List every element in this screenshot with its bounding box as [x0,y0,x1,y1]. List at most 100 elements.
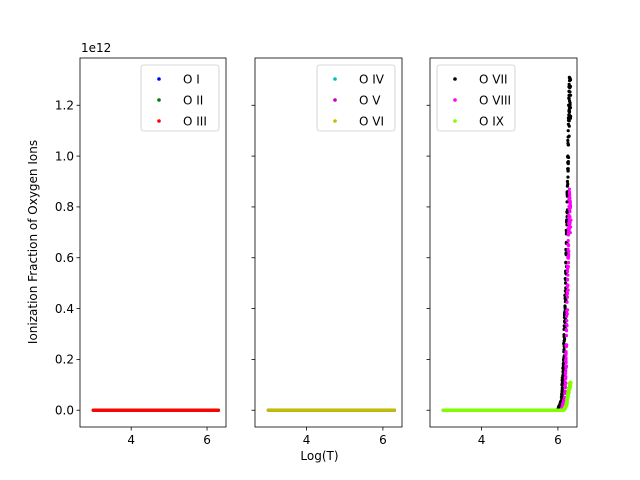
data-point [564,260,568,264]
data-point [568,84,573,89]
data-point [561,361,566,366]
axes-frame [79,57,227,428]
data-point [567,110,572,114]
data-point [564,253,568,257]
data-point [567,134,571,138]
legend-box [316,64,396,132]
data-point [566,167,570,171]
x-axis-label: Log(T) [300,449,338,463]
x-tick-label: 6 [379,433,387,447]
data-point [567,96,571,100]
data-point [566,238,570,243]
data-point [562,333,566,337]
x-tick-label: 6 [554,433,562,447]
data-point [392,408,396,412]
legend-label: O IX [479,115,504,129]
data-point [565,309,569,313]
data-point [568,380,573,384]
data-point [568,93,573,97]
data-point [563,389,567,393]
data-point [563,306,567,310]
data-point [568,78,573,82]
data-point [568,202,572,206]
legend-marker [333,119,337,123]
series-3-2 [441,187,573,412]
series-3-3 [441,380,573,412]
legend-marker [453,119,457,123]
data-point [568,205,573,209]
data-point [568,106,573,110]
data-point [562,348,566,352]
data-point [568,209,572,214]
data-point [567,187,571,191]
data-point [568,196,572,200]
data-point [569,225,573,229]
y-tick-label: 0.4 [55,302,74,316]
data-point [565,200,569,204]
y-tick-label: 0.0 [55,404,74,418]
legend-3: O VII O VIII O IX [436,64,516,132]
subplot-1: 4 6 0.0 0.2 0.4 0.6 0.8 1.0 1.2 O I O II O III [55,57,227,447]
data-point [568,231,572,235]
data-point [565,318,569,323]
data-point [565,184,570,188]
data-point [563,386,567,390]
legend-1: O I O II O III [140,64,220,132]
data-point [568,222,572,226]
y-offset-label: 1e12 [81,41,111,55]
legend-marker [157,77,161,81]
series-2-3 [266,408,396,412]
data-point [565,311,569,315]
x-tick-label: 4 [303,433,311,447]
legend-label: O VII [479,73,508,87]
data-point [566,288,570,292]
legend-label: O III [183,115,207,129]
data-point [568,103,572,107]
data-point [216,408,221,412]
data-point [562,324,566,328]
x-tick-label: 4 [478,433,486,447]
data-point [565,277,570,281]
data-point [564,343,568,347]
legend-label: O VIII [479,94,511,108]
data-point [568,116,573,120]
subplot-2: 4 6 O IV O V O VI [251,57,403,447]
data-point [564,333,569,338]
data-point [566,169,570,173]
data-point [566,129,570,133]
data-point [567,119,571,123]
data-point [564,327,568,332]
legend-label: O VI [359,115,384,129]
y-tick-label: 1.2 [55,99,74,113]
data-point [560,393,564,397]
data-point [565,269,570,274]
legend-marker [157,98,161,102]
data-point [566,283,570,288]
data-point [566,242,570,247]
y-tick-label: 0.6 [55,251,74,265]
data-point [564,364,569,368]
data-point [567,227,571,232]
data-point [566,261,571,265]
data-point [563,380,567,384]
legend-marker [453,77,457,81]
data-point [566,155,571,160]
data-point [569,218,573,222]
data-point [564,349,568,354]
data-point [568,215,572,219]
data-point [567,249,571,253]
data-point [564,314,569,318]
legend-label: O II [183,94,203,108]
data-point [565,179,570,184]
data-point [566,143,571,147]
data-point [568,90,572,94]
legend-marker [453,98,457,102]
data-point [564,353,568,357]
y-tick-label: 0.2 [55,353,74,367]
x-tick-label: 6 [203,433,211,447]
y-tick-label: 1.0 [55,149,74,163]
data-point [565,266,570,270]
data-point [565,295,570,299]
y-axis-label: Ionization Fraction of Oxygen Ions [26,140,40,344]
